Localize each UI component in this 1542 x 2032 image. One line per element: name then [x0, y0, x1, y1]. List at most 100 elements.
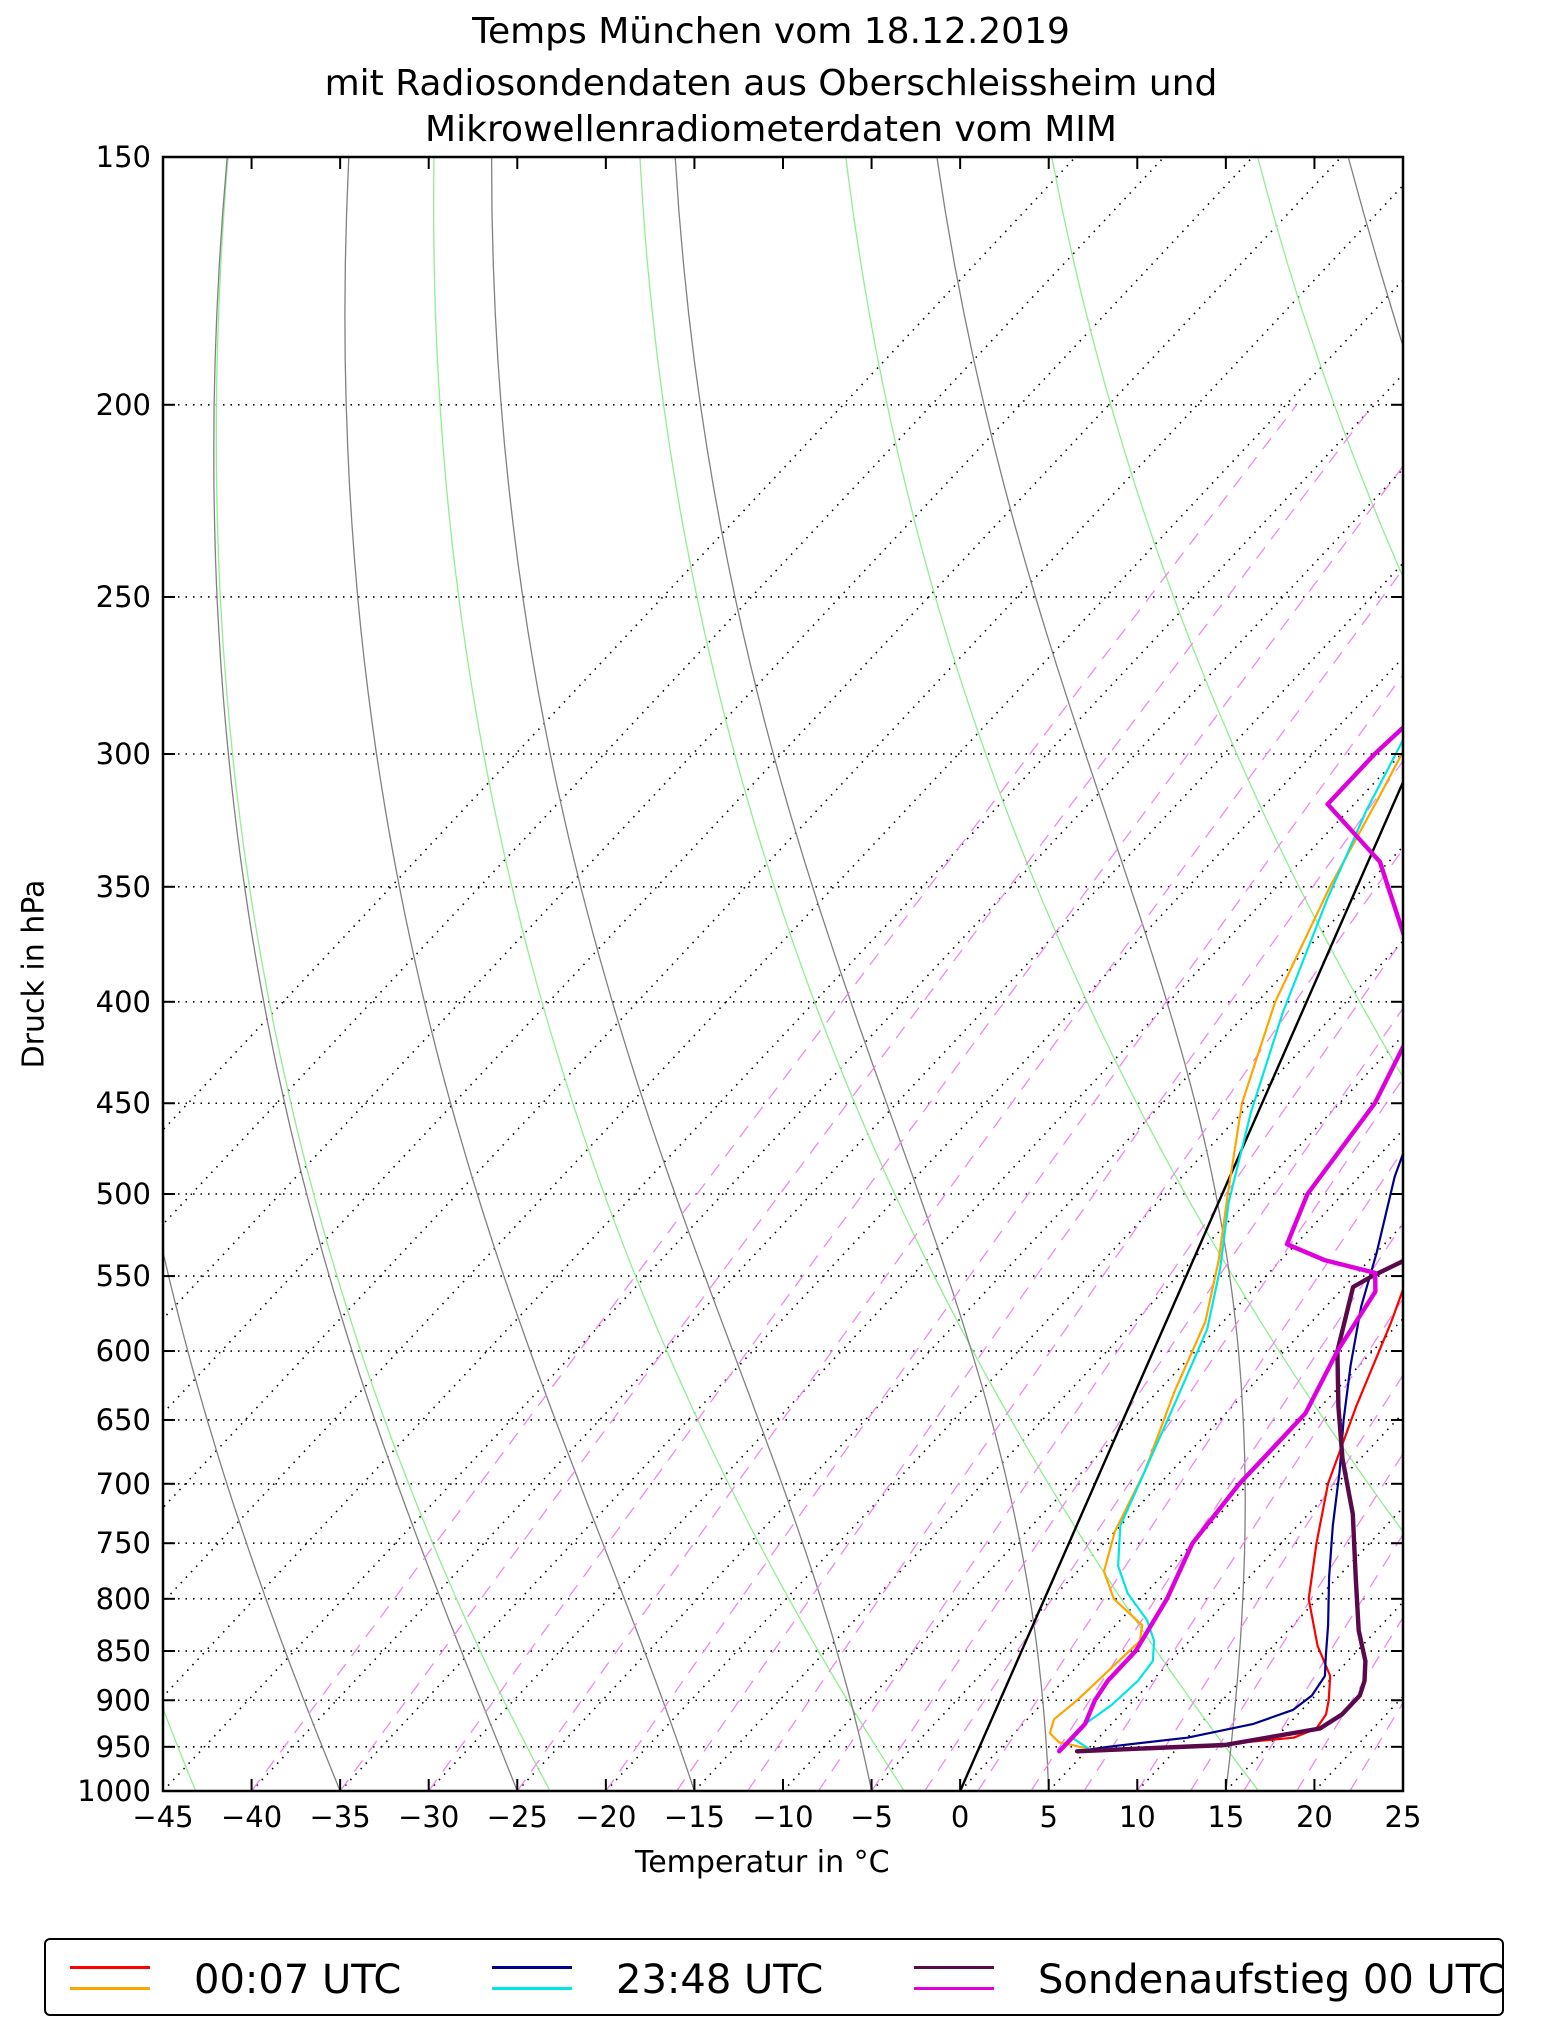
chart-title-line-3: Mikrowellenradiometerdaten vom MIM — [425, 109, 1117, 150]
isotherm-line — [1313, 1695, 1403, 1791]
isotherm-line — [516, 845, 1403, 1791]
x-tick-label: 10 — [1119, 1800, 1156, 1834]
isotherm-line — [959, 1317, 1403, 1791]
mixing-ratio-line — [871, 1007, 1403, 1791]
mixing-ratio-line — [1296, 1616, 1403, 1791]
mixing-ratio-line — [1243, 1533, 1403, 1791]
x-tick-label: −25 — [487, 1800, 548, 1834]
pressure-grid — [163, 403, 1403, 1748]
dry-adiabat-line — [1445, 98, 1542, 1791]
x-tick-label: 15 — [1207, 1800, 1244, 1834]
legend-swatch-2348-temp — [492, 1966, 572, 1969]
isotherm-line — [163, 157, 1166, 1226]
mixing-ratio-line — [924, 1077, 1403, 1791]
y-tick-label: 200 — [96, 388, 151, 422]
mixing-ratio-line — [1189, 1452, 1403, 1791]
x-tick-label: −30 — [398, 1800, 459, 1834]
y-tick-label: 400 — [96, 985, 151, 1019]
chart-title-line-1: Temps München vom 18.12.2019 — [472, 11, 1070, 52]
moist-adiabat-line — [163, 1249, 341, 1791]
mixing-ratio-line — [605, 673, 1403, 1791]
moist-adiabat-line — [213, 157, 518, 1791]
x-tick-label: −40 — [221, 1800, 282, 1834]
isotherm-line — [339, 656, 1403, 1791]
y-tick-label: 600 — [96, 1334, 151, 1368]
dry-adiabat-line — [845, 157, 1403, 1533]
y-tick-label: 1000 — [77, 1774, 151, 1808]
x-tick-label: 0 — [951, 1800, 969, 1834]
series-sondenaufstieg-00-utc-temperatur — [1074, 1258, 1403, 1754]
x-tick-label: −45 — [132, 1800, 193, 1834]
series-23-48-utc-taupunkt — [1071, 737, 1403, 1750]
mixing-ratio-line — [817, 938, 1403, 1791]
moist-adiabat-line — [490, 157, 873, 1791]
x-axis-label: Temperatur in °C — [635, 1845, 890, 1880]
isotherm-line — [782, 1128, 1403, 1791]
chart-title-line-2: mit Radiosondendaten aus Oberschleisshei… — [324, 63, 1218, 104]
isotherm-line — [163, 157, 1077, 1132]
y-axis-ticks: 150 200 250 300 350 400 450 500 550 600 650 700 750 8… — [77, 140, 1403, 1808]
dry-adiabat-line — [639, 157, 1260, 1791]
mixing-ratio-line — [516, 568, 1403, 1791]
legend-swatch-2348-dew — [492, 1987, 572, 1990]
y-tick-label: 350 — [96, 870, 151, 904]
moist-adiabat-line — [674, 157, 1050, 1791]
x-tick-label: 20 — [1296, 1800, 1333, 1834]
legend-swatch-sonde-dew — [914, 1987, 994, 1990]
y-tick-label: 150 — [96, 140, 151, 174]
dry-adiabat-line — [432, 157, 905, 1791]
mixing-ratio-line — [251, 404, 1298, 1791]
reference-line — [959, 781, 1403, 1791]
legend: 00:07 UTC 23:48 UTC Sondenaufstieg 00 UT… — [44, 1938, 1506, 2016]
legend-swatch-0007-temp — [70, 1966, 150, 1969]
isotherm-line — [163, 184, 1403, 1509]
moist-adiabats — [163, 157, 1403, 1791]
dry-adiabats — [163, 98, 1542, 1791]
x-tick-label: −20 — [575, 1800, 636, 1834]
y-tick-label: 300 — [96, 737, 151, 771]
y-tick-label: 250 — [96, 580, 151, 614]
mixing-ratio-line — [1136, 1374, 1403, 1791]
moist-adiabat-line — [344, 157, 696, 1791]
mixing-ratio-line — [676, 759, 1403, 1791]
y-tick-label: 550 — [96, 1259, 151, 1293]
legend-label-2348: 23:48 UTC — [616, 1957, 824, 2003]
series-23-48-utc-temperatur — [1076, 1150, 1403, 1753]
y-tick-label: 950 — [96, 1730, 151, 1764]
isotherm-line — [1048, 1412, 1403, 1791]
y-axis-label: Druck in hPa — [16, 879, 52, 1069]
mixing-ratio-line — [977, 1149, 1403, 1791]
y-tick-label: 750 — [96, 1526, 151, 1560]
legend-swatch-sonde-temp — [914, 1966, 994, 1969]
mixing-ratio-lines — [251, 404, 1403, 1791]
moist-adiabat-line — [1347, 157, 1403, 1791]
y-tick-label: 650 — [96, 1403, 151, 1437]
mixing-ratio-line — [1083, 1297, 1403, 1791]
series-00-07-utc-temperatur — [1076, 1286, 1403, 1753]
y-tick-label: 850 — [96, 1634, 151, 1668]
isotherm-line — [163, 157, 1254, 1320]
isotherm-line — [163, 157, 1343, 1415]
mixing-ratio-line — [339, 404, 1374, 1791]
x-tick-label: 5 — [1039, 1800, 1057, 1834]
x-tick-label: −10 — [752, 1800, 813, 1834]
isotherm-line — [250, 562, 1403, 1791]
data-series — [1048, 724, 1403, 1754]
isotherm-line — [1402, 1789, 1403, 1791]
mixing-ratio-line — [428, 465, 1403, 1791]
mixing-ratio-line — [1402, 1789, 1403, 1791]
dry-adiabat-line — [1257, 157, 1403, 579]
y-tick-label: 450 — [96, 1086, 151, 1120]
x-tick-label: −15 — [664, 1800, 725, 1834]
legend-label-sonde: Sondenaufstieg 00 UTC — [1038, 1957, 1506, 2003]
y-tick-label: 800 — [96, 1582, 151, 1616]
moist-adiabat-line — [936, 157, 1246, 1791]
x-tick-label: −35 — [310, 1800, 371, 1834]
x-tick-label: 25 — [1385, 1800, 1422, 1834]
isotherm-line — [693, 1034, 1403, 1791]
dry-adiabat-line — [1051, 157, 1403, 1079]
y-tick-label: 900 — [96, 1683, 151, 1717]
y-tick-label: 700 — [96, 1467, 151, 1501]
series-sondenaufstieg-00-utc-taupunkt — [1057, 724, 1403, 1754]
